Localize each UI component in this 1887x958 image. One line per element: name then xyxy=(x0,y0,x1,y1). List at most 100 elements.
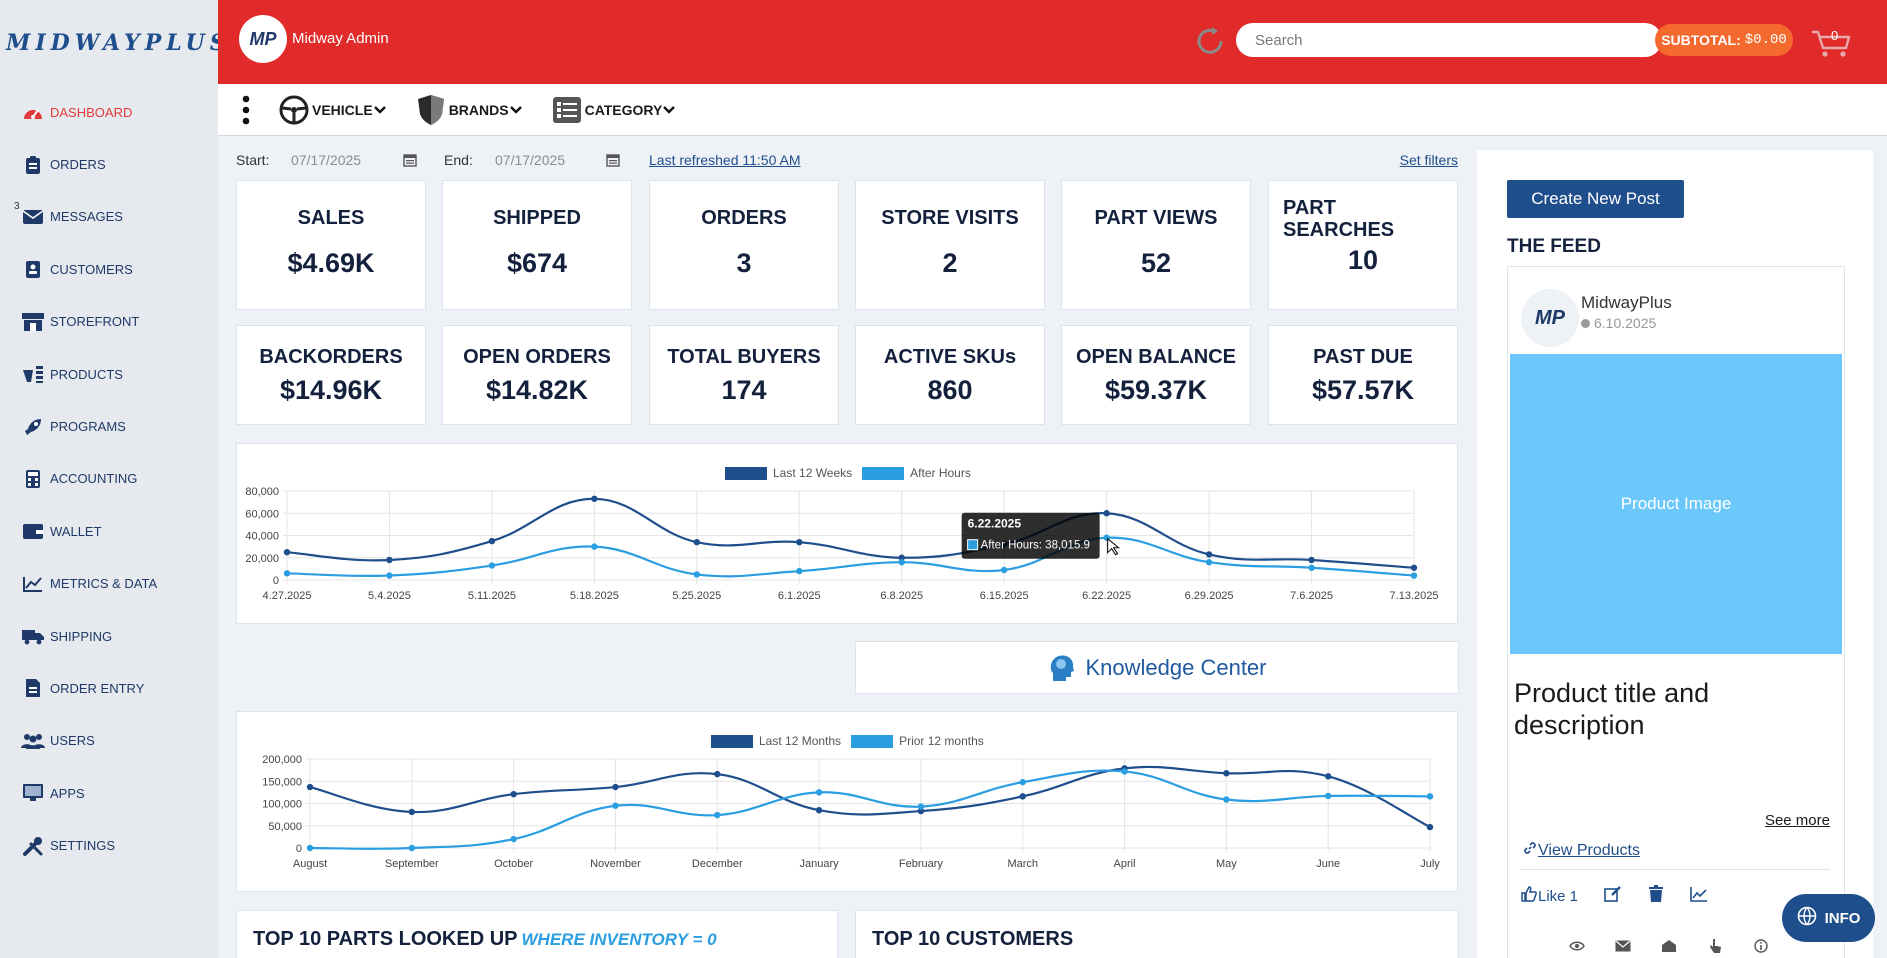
sidebar-item-dashboard[interactable]: DASHBOARD xyxy=(0,86,218,138)
sidebar-item-storefront[interactable]: STOREFRONT xyxy=(0,296,218,348)
kpi-card-store-visits[interactable]: STORE VISITS 2 xyxy=(855,180,1045,310)
sidebar-item-customers[interactable]: CUSTOMERS xyxy=(0,243,218,295)
sidebar-item-products[interactable]: PRODUCTS xyxy=(0,348,218,400)
kpi-card-open-balance[interactable]: OPEN BALANCE $59.37K xyxy=(1061,325,1251,425)
parts-icon xyxy=(20,361,46,387)
sidebar-item-orders[interactable]: ORDERS xyxy=(0,138,218,190)
id-badge-icon xyxy=(20,256,46,282)
sidebar-item-accounting[interactable]: ACCOUNTING xyxy=(0,453,218,505)
data-point xyxy=(1000,566,1008,574)
post-author[interactable]: MidwayPlus xyxy=(1581,293,1672,312)
post-avatar: MP xyxy=(1521,289,1579,347)
data-point xyxy=(1205,559,1213,566)
user-name[interactable]: Midway Admin xyxy=(292,30,389,47)
product-image[interactable]: Product Image xyxy=(1510,354,1842,654)
chevron-down-icon xyxy=(509,102,523,118)
kpi-value: $59.37K xyxy=(1104,375,1208,405)
kpi-card-sales[interactable]: SALES $4.69K xyxy=(236,180,426,310)
x-tick-label: 7.6.2025 xyxy=(1290,590,1333,602)
pointer-hand-icon[interactable] xyxy=(1706,937,1724,955)
view-products-label: View Products xyxy=(1538,841,1640,859)
kpi-card-part-searches[interactable]: PART SEARCHES 10 xyxy=(1268,180,1458,310)
kpi-card-past-due[interactable]: PAST DUE $57.57K xyxy=(1268,325,1458,425)
calculator-icon xyxy=(20,466,46,492)
store-icon xyxy=(20,309,46,335)
kpi-card-orders[interactable]: ORDERS 3 xyxy=(649,180,839,310)
data-point xyxy=(714,770,721,778)
refresh-icon[interactable] xyxy=(1193,24,1227,58)
delete-post-button[interactable] xyxy=(1648,885,1664,907)
sidebar-item-label: ACCOUNTING xyxy=(50,471,138,487)
user-avatar[interactable]: MP xyxy=(239,15,287,63)
midwayplus-logo[interactable]: MIDWAYPLUS xyxy=(0,0,226,86)
kpi-label: OPEN ORDERS xyxy=(463,346,611,368)
data-point xyxy=(1019,778,1026,786)
vehicle-dropdown[interactable]: VEHICLE xyxy=(278,94,387,126)
calendar-icon[interactable] xyxy=(403,153,417,170)
x-tick-label: January xyxy=(800,858,840,870)
start-date-field[interactable]: 07/17/2025 xyxy=(291,152,362,168)
last-refreshed-link[interactable]: Last refreshed 11:50 AM xyxy=(649,152,801,168)
kpi-card-shipped[interactable]: SHIPPED $674 xyxy=(442,180,632,310)
data-point xyxy=(1308,556,1315,564)
legend-item[interactable]: Last 12 Weeks xyxy=(725,466,852,480)
sidebar-item-apps[interactable]: APPS xyxy=(0,767,218,819)
data-point xyxy=(796,538,803,546)
calendar-icon[interactable] xyxy=(606,153,620,170)
legend-item[interactable]: Last 12 Months xyxy=(711,734,841,748)
kpi-card-active-skus[interactable]: ACTIVE SKUs 860 xyxy=(855,325,1045,425)
sidebar-item-programs[interactable]: PROGRAMS xyxy=(0,400,218,452)
legend-item[interactable]: Prior 12 months xyxy=(851,734,984,748)
view-products-link[interactable]: View Products xyxy=(1522,840,1640,861)
sidebar-item-wallet[interactable]: WALLET xyxy=(0,505,218,557)
tooltip-box xyxy=(961,512,1100,559)
weekly-sales-chart[interactable]: 80,000 60,000 40,000 20,000 0 4.27.2025 5.4.20… xyxy=(237,444,1459,625)
legend-swatch xyxy=(851,734,894,748)
sidebar-item-users[interactable]: USERS xyxy=(0,715,218,767)
cart-icon[interactable] xyxy=(1808,26,1854,60)
kpi-value: 860 xyxy=(927,375,973,405)
kpi-card-backorders[interactable]: BACKORDERS $14.96K xyxy=(236,325,426,425)
brands-dropdown[interactable]: BRANDS xyxy=(415,94,523,126)
kpi-card-part-views[interactable]: PART VIEWS 52 xyxy=(1061,180,1251,310)
x-tick-label: 6.15.2025 xyxy=(980,590,1029,602)
set-filters-link[interactable]: Set filters xyxy=(1399,152,1458,168)
see-more-link[interactable]: See more xyxy=(1764,812,1830,829)
kpi-card-open-orders[interactable]: OPEN ORDERS $14.82K xyxy=(442,325,632,425)
post-actions: Like 1 xyxy=(1520,885,1734,907)
kpi-value: $14.96K xyxy=(279,375,383,405)
knowledge-center-button[interactable]: Knowledge Center xyxy=(855,641,1459,694)
logo-text: MIDWAYPLUS xyxy=(6,30,231,56)
kpi-card-total-buyers[interactable]: TOTAL BUYERS 174 xyxy=(649,325,839,425)
tools-icon xyxy=(20,833,46,859)
info-button[interactable]: INFO xyxy=(1782,894,1875,942)
sidebar-item-messages[interactable]: 3 MESSAGES xyxy=(0,191,218,243)
data-point xyxy=(917,803,925,810)
data-point xyxy=(1223,796,1230,803)
x-tick-label: February xyxy=(899,858,944,870)
like-button[interactable]: Like 1 xyxy=(1520,885,1578,907)
category-dropdown[interactable]: CATEGORY xyxy=(551,94,677,126)
search-input[interactable] xyxy=(1236,23,1662,57)
kpi-value: $674 xyxy=(506,248,568,278)
end-date-field[interactable]: 07/17/2025 xyxy=(495,152,566,168)
feed-title: THE FEED xyxy=(1507,236,1601,257)
sidebar-item-shipping[interactable]: SHIPPING xyxy=(0,610,218,662)
sidebar-item-metrics[interactable]: METRICS & DATA xyxy=(0,558,218,610)
sidebar-item-settings[interactable]: SETTINGS xyxy=(0,819,218,871)
tooltip-title: 6.22.2025 xyxy=(968,517,1022,531)
x-tick-label: 6.8.2025 xyxy=(880,590,923,602)
legend-item[interactable]: After Hours xyxy=(862,466,971,480)
edit-post-button[interactable] xyxy=(1604,885,1622,907)
sidebar-item-order-entry[interactable]: ORDER ENTRY xyxy=(0,662,218,714)
envelope-icon[interactable] xyxy=(1614,937,1632,955)
subtotal-button[interactable]: SUBTOTAL: $0.00 xyxy=(1655,24,1793,56)
envelope-open-icon[interactable] xyxy=(1660,937,1678,955)
monthly-sales-chart[interactable]: 200,000 150,000 100,000 50,000 0 August Septem… xyxy=(237,712,1459,893)
kebab-menu-icon[interactable] xyxy=(226,90,266,130)
eye-icon[interactable] xyxy=(1568,937,1586,955)
post-analytics-button[interactable] xyxy=(1690,886,1708,906)
info-circle-icon[interactable] xyxy=(1752,937,1770,955)
series-line xyxy=(309,765,1431,829)
create-new-post-button[interactable]: Create New Post xyxy=(1507,180,1684,218)
